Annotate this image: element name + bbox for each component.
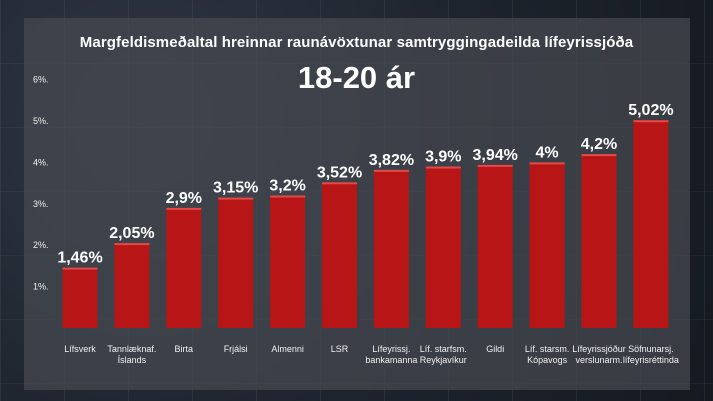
bar [114, 243, 150, 328]
category-label: lífeyrisréttinda [623, 355, 679, 365]
bar-highlight [529, 162, 565, 165]
bar [373, 169, 409, 328]
bar [62, 267, 98, 328]
category-label: Almenni [271, 344, 304, 354]
category-label: Reykjavíkur [420, 355, 467, 365]
category-label: Lífeyrissjóður [572, 344, 626, 354]
data-label: 5,02% [628, 102, 673, 119]
data-label: 1,46% [57, 250, 102, 267]
bar [270, 195, 306, 328]
bar [477, 164, 513, 328]
data-label: 4,2% [581, 136, 617, 153]
bar [166, 207, 202, 328]
bar [633, 120, 669, 328]
bar [529, 162, 565, 328]
category-label: Líf. starfsm. [420, 344, 467, 354]
y-axis-ticks: 1%. 2%. 3%. 4%. 5%. 6%. [33, 75, 49, 292]
bar-highlight [322, 182, 357, 185]
bar-highlight [373, 169, 409, 172]
bar-highlight [62, 267, 98, 270]
category-label: Söfnunarsj. [628, 344, 674, 354]
bar-highlight [166, 207, 202, 210]
category-label: Lífeyrissj. [372, 344, 410, 354]
bar-highlight [114, 243, 150, 246]
category-label: verslunarm. [575, 355, 622, 365]
category-label: Íslands [118, 355, 147, 365]
bar [322, 182, 357, 328]
data-label: 3,52% [317, 164, 362, 181]
y-tick-label: 1%. [33, 282, 49, 292]
y-tick-label: 5%. [33, 116, 49, 126]
bar [425, 166, 461, 328]
bar [581, 154, 617, 328]
bar-highlight [218, 197, 254, 200]
data-label: 3,82% [369, 152, 414, 169]
y-tick-label: 6%. [33, 75, 49, 85]
data-label: 3,15% [213, 180, 258, 197]
category-label: Gildi [486, 344, 504, 354]
category-labels-group: Lífsverk Tannlæknaf.Íslands Birta Frjálsi Al… [64, 344, 679, 365]
data-label: 2,05% [109, 225, 154, 242]
y-tick-label: 4%. [33, 157, 49, 167]
bar-highlight [581, 154, 617, 157]
category-label: bankamanna [365, 355, 417, 365]
bars-group [62, 120, 669, 328]
category-label: Kópavogs [527, 355, 568, 365]
data-label: 3,94% [473, 147, 518, 164]
bar-highlight [633, 120, 669, 123]
bar-highlight [270, 195, 306, 198]
category-label: Birta [175, 344, 194, 354]
category-label: Lífsverk [64, 344, 96, 354]
bar-highlight [425, 166, 461, 169]
data-label: 3,2% [269, 178, 305, 195]
bar-highlight [477, 164, 513, 167]
y-tick-label: 2%. [33, 240, 49, 250]
category-label: Frjálsi [224, 344, 248, 354]
category-label: LSR [331, 344, 349, 354]
category-label: Líf. starsm. [525, 344, 570, 354]
data-label: 4% [536, 144, 559, 161]
data-label: 3,9% [425, 149, 461, 166]
data-label: 2,9% [166, 190, 202, 207]
value-labels-group: 1,46% 2,05% 2,9% 3,15% 3,2% 3,52% 3,82% 3,9% 3,9… [57, 102, 673, 266]
chart-subtitle: 18-20 ár [297, 60, 416, 95]
bar [218, 197, 254, 328]
category-label: Tannlæknaf. [107, 344, 156, 354]
y-tick-label: 3%. [33, 199, 49, 209]
chart-title: Margfeldismeðaltal hreinnar raunávöxtuna… [79, 34, 634, 51]
